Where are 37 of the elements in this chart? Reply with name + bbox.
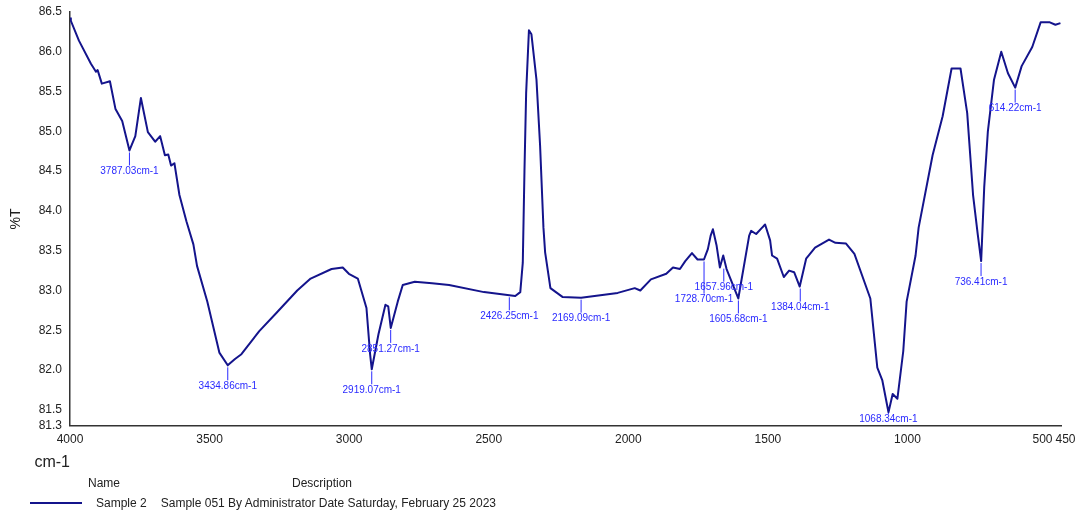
y-axis-title: %T xyxy=(7,207,24,230)
x-tick-label: 1500 xyxy=(754,432,782,447)
y-tick-label: 86.5 xyxy=(38,4,63,19)
x-tick-label: 1000 xyxy=(894,432,922,447)
text: Sample 051 By Administrator Date Saturday, February 25 2023 xyxy=(160,496,496,510)
y-tick-label: 84.0 xyxy=(38,203,63,218)
y-tick-label: 82.5 xyxy=(38,322,63,337)
y-tick-label: 83.0 xyxy=(38,282,63,297)
annotation: 1728.70cm-1 xyxy=(674,293,734,305)
annotation: 3787.03cm-1 xyxy=(100,165,160,177)
annotation: 1384.04cm-1 xyxy=(771,301,830,313)
annotation: 3434.86cm-1 xyxy=(198,380,258,392)
x-tick-label: 500 xyxy=(1032,432,1053,447)
annotation: 2919.07cm-1 xyxy=(342,384,402,396)
annotation: 736.41cm-1 xyxy=(954,275,1008,287)
y-tick-label: 82.0 xyxy=(38,362,63,377)
y-tick-label: 81.5 xyxy=(38,402,63,417)
y-tick-label: 85.0 xyxy=(38,123,63,138)
legend-label: Sample 2 xyxy=(96,496,147,510)
x-tick-label: 450 xyxy=(1055,432,1076,447)
annotation: 2169.09cm-1 xyxy=(551,312,611,324)
y-tick-label: 86.0 xyxy=(38,44,63,59)
x-tick-label: 2000 xyxy=(614,432,642,447)
annotation: 2426.25cm-1 xyxy=(480,310,539,322)
y-tick-label: 83.5 xyxy=(38,243,63,258)
annotation: 1605.68cm-1 xyxy=(709,313,769,325)
legend-title: Name xyxy=(88,476,121,490)
y-tick-label: 85.5 xyxy=(38,83,63,98)
y-tick-label: 84.5 xyxy=(38,163,63,178)
x-tick-label: 3500 xyxy=(196,432,224,447)
x-axis-title: cm-1 xyxy=(34,452,71,470)
annotation: 1068.34cm-1 xyxy=(859,412,919,424)
x-tick-label: 4000 xyxy=(56,432,84,447)
x-tick-label: 2500 xyxy=(475,432,503,447)
y-tick-label: 81.3 xyxy=(38,418,63,433)
text: Description xyxy=(292,476,353,490)
x-tick-label: 3000 xyxy=(335,432,363,447)
